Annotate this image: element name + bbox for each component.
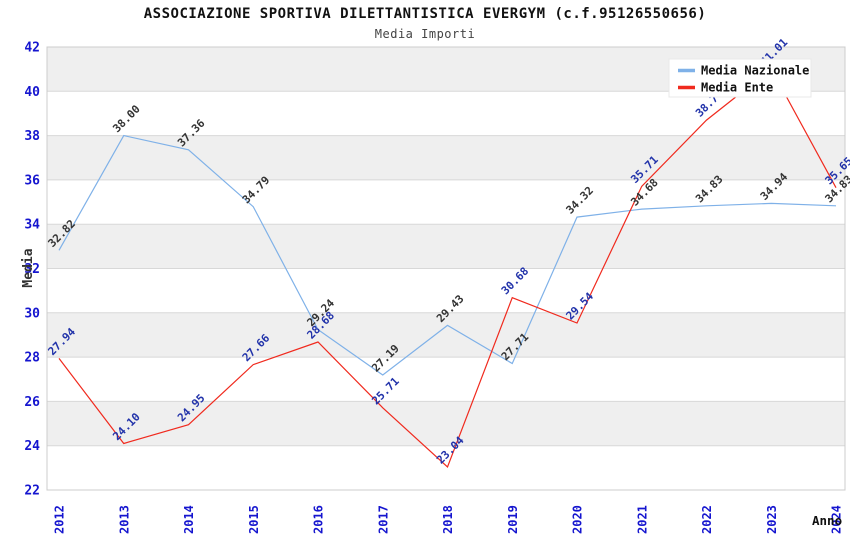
x-tick-label: 2023 [765,505,779,534]
chart-subtitle: Media Importi [374,27,476,41]
plot-band [47,401,845,446]
y-tick-label: 42 [24,41,40,56]
legend-label-media-ente: Media Ente [701,81,773,95]
x-tick-label: 2024 [830,505,844,534]
y-tick-label: 38 [24,129,40,144]
y-tick-label: 32 [24,262,40,277]
x-tick-label: 2016 [312,505,326,534]
chart-title: ASSOCIAZIONE SPORTIVA DILETTANTISTICA EV… [143,6,707,22]
plot-band [47,135,845,180]
series-line-media-ente [58,67,837,469]
plot-border [46,46,846,491]
data-point-label: 38.00 [110,103,143,136]
x-tick-label: 2019 [506,505,520,534]
x-tick-label: 2012 [53,505,67,534]
x-tick-label: 2015 [247,505,261,534]
y-tick-label: 26 [24,395,40,410]
legend-label-media-nazionale: Media Nazionale [701,64,809,78]
y-tick-label: 28 [24,351,40,366]
plot-band [47,224,845,269]
y-tick-label: 40 [24,85,40,100]
series-line-media-nazionale [58,134,837,376]
x-tick-label: 2022 [700,505,714,534]
x-tick-label: 2018 [441,505,455,534]
y-tick-label: 36 [24,173,40,188]
x-tick-label: 2014 [182,505,196,534]
y-tick-label: 22 [24,484,40,499]
y-tick-label: 30 [24,306,40,321]
x-tick-label: 2013 [117,505,131,534]
y-axis-title: Media [21,248,36,287]
data-point-label: 34.32 [564,184,597,217]
data-point-label: 30.68 [499,265,532,298]
y-tick-label: 24 [24,439,40,454]
legend-box [668,58,812,98]
y-tick-label: 34 [24,218,40,233]
x-axis-title: Anno [812,513,842,528]
x-tick-label: 2017 [376,505,390,534]
plot-band [47,312,845,358]
x-tick-label: 2020 [571,505,585,534]
x-tick-label: 2021 [635,505,649,534]
